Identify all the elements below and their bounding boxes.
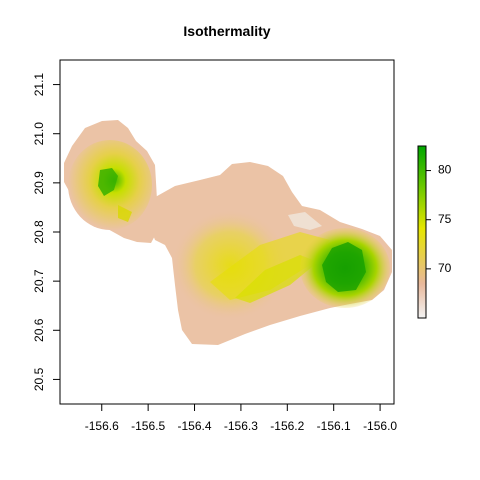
legend-tick-label: 75 [438, 212, 452, 226]
x-axis: -156.6 -156.5 -156.4 -156.3 -156.2 -156.1 -156… [85, 404, 397, 433]
y-tick-label: 20.5 [32, 367, 46, 391]
x-tick-label: -156.6 [85, 419, 119, 433]
legend: 70 75 80 [417, 145, 452, 319]
x-tick-label: -156.5 [131, 419, 165, 433]
legend-color-bar [417, 145, 427, 319]
y-tick-label: 20.8 [32, 220, 46, 244]
y-tick-label: 21.0 [32, 122, 46, 146]
y-tick-label: 21.1 [32, 73, 46, 97]
x-tick-label: -156.2 [270, 419, 304, 433]
x-tick-label: -156.3 [224, 419, 258, 433]
legend-ticks: 70 75 80 [426, 163, 452, 275]
map-title: Isothermality [183, 23, 270, 39]
x-tick-label: -156.1 [317, 419, 351, 433]
x-tick-label: -156.0 [363, 419, 397, 433]
x-tick-label: -156.4 [178, 419, 212, 433]
legend-tick-label: 80 [438, 163, 452, 177]
island-raster [64, 120, 392, 345]
y-axis: 20.5 20.6 20.7 20.8 20.9 21.0 21.1 [32, 73, 60, 391]
legend-tick-label: 70 [438, 261, 452, 275]
y-tick-label: 20.7 [32, 269, 46, 293]
y-tick-label: 20.9 [32, 171, 46, 195]
y-tick-label: 20.6 [32, 318, 46, 342]
